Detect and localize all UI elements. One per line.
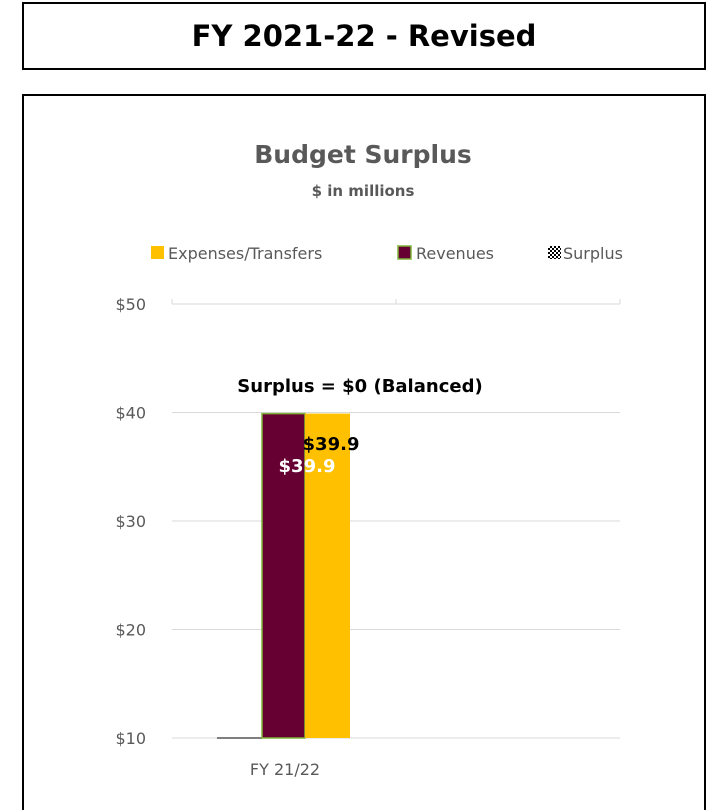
y-tick-label: $50 xyxy=(115,295,146,314)
y-tick-label: $10 xyxy=(115,729,146,748)
data-label-expenses: $39.9 xyxy=(303,434,360,455)
surplus-annotation: Surplus = $0 (Balanced) xyxy=(237,376,482,397)
legend-label-surplus: Surplus xyxy=(563,244,623,263)
bar-revenues xyxy=(261,412,306,739)
y-tick-label: $30 xyxy=(115,512,146,531)
y-tick-label: $20 xyxy=(115,621,146,640)
page-header-box: FY 2021-22 - Revised xyxy=(22,2,706,70)
chart-panel xyxy=(22,94,706,810)
bar-expenses xyxy=(305,413,350,738)
page-title: FY 2021-22 - Revised xyxy=(191,19,537,53)
chart-subtitle: $ in millions xyxy=(312,182,415,200)
x-tick-label: FY 21/22 xyxy=(250,760,320,779)
chart-title: Budget Surplus xyxy=(254,140,472,169)
legend-swatch-expenses xyxy=(151,246,164,259)
legend-label-expenses: Expenses/Transfers xyxy=(168,244,322,263)
legend-swatch-surplus xyxy=(548,246,561,259)
data-label-revenues: $39.9 xyxy=(279,456,336,477)
y-tick-label: $40 xyxy=(115,404,146,423)
legend-label-revenues: Revenues xyxy=(416,244,494,263)
legend-swatch-revenues xyxy=(397,245,412,260)
